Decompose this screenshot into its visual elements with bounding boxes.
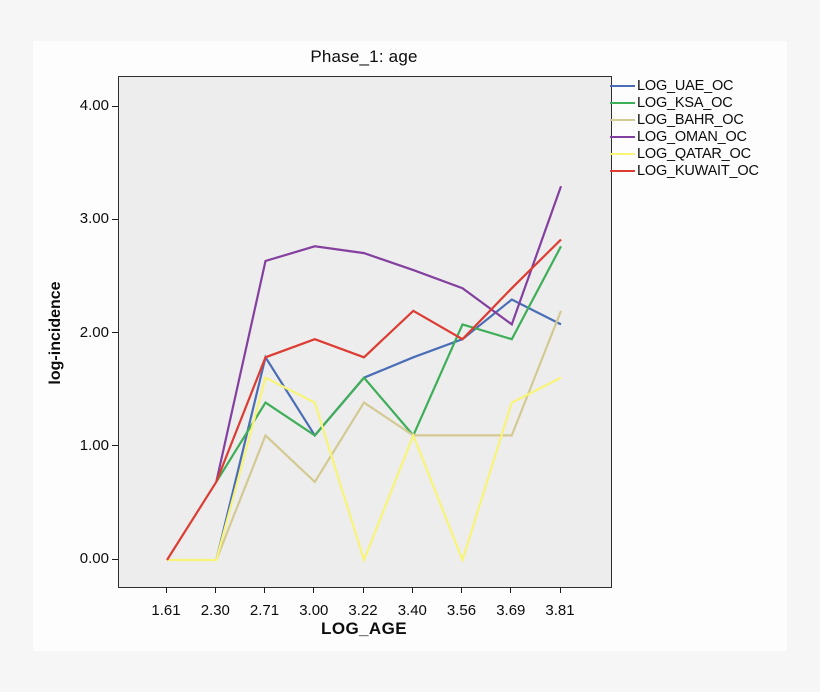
chart-title: Phase_1: age [310,47,418,66]
series-line-log_bahr_oc [215,310,563,561]
series-line-log_uae_oc [215,298,562,561]
legend-item-log_kuwait_oc: LOG_KUWAIT_OC [610,162,788,179]
legend-label: LOG_OMAN_OC [637,128,747,145]
y-tick-label: 1.00 [79,436,109,454]
legend-label: LOG_QATAR_OC [637,145,751,162]
legend-line-swatch [610,84,635,87]
plot-area [118,76,612,588]
legend-line-swatch [610,101,635,104]
legend-line-swatch [610,118,635,121]
legend-line-swatch [610,152,635,155]
x-tick-mark [313,587,315,593]
chart-canvas: Phase_1: age log-incidence 0.00 1.00 2.00 3… [33,41,787,651]
y-tick-mark [112,332,118,333]
legend: LOG_UAE_OC LOG_KSA_OC LOG_BAHR_OC LOG_OMAN_… [610,77,788,179]
series-line-log_ksa_oc [215,245,562,483]
legend-item-log_bahr_oc: LOG_BAHR_OC [610,111,788,128]
legend-item-log_qatar_oc: LOG_QATAR_OC [610,145,788,162]
x-axis-title: LOG_AGE [321,619,407,638]
legend-item-log_uae_oc: LOG_UAE_OC [610,77,788,94]
x-tick-label: 3.22 [348,602,378,619]
x-tick-label: 3.40 [397,602,427,619]
legend-label: LOG_UAE_OC [637,77,734,94]
y-tick-label: 3.00 [79,210,109,228]
x-tick-mark [461,587,462,593]
y-tick-mark [112,445,118,447]
series-line-log_kuwait_oc [166,238,562,561]
x-tick-label: 3.69 [496,602,526,619]
legend-line-swatch [610,169,635,172]
y-tick-mark [112,218,118,220]
y-tick-mark [112,558,118,560]
y-tick-label: 2.00 [79,323,109,341]
x-tick-mark [559,587,561,593]
x-tick-label: 2.71 [249,602,280,619]
x-tick-mark [510,587,512,593]
y-tick-mark [112,105,118,107]
x-tick-mark [165,587,167,593]
line-chart [166,185,563,564]
legend-line-swatch [610,135,635,138]
legend-item-log_ksa_oc: LOG_KSA_OC [610,94,788,111]
x-tick-label: 3.56 [446,602,477,619]
x-tick-label: 2.30 [200,602,230,619]
x-tick-label: 1.61 [151,602,181,619]
x-tick-label: 3.81 [545,602,575,619]
legend-label: LOG_KUWAIT_OC [637,162,759,179]
x-tick-label: 3.00 [299,602,329,619]
series-line-log_qatar_oc [167,376,562,564]
y-tick-label: 4.00 [79,97,109,114]
legend-label: LOG_KSA_OC [637,94,733,111]
x-tick-mark [264,587,265,593]
x-tick-mark [214,587,216,593]
series-line-log_oman_oc [215,185,563,483]
y-tick-label: 0.00 [79,550,109,567]
legend-item-log_oman_oc: LOG_OMAN_OC [610,128,788,145]
x-tick-mark [411,587,413,593]
legend-label: LOG_BAHR_OC [637,111,744,128]
x-tick-mark [362,587,364,593]
